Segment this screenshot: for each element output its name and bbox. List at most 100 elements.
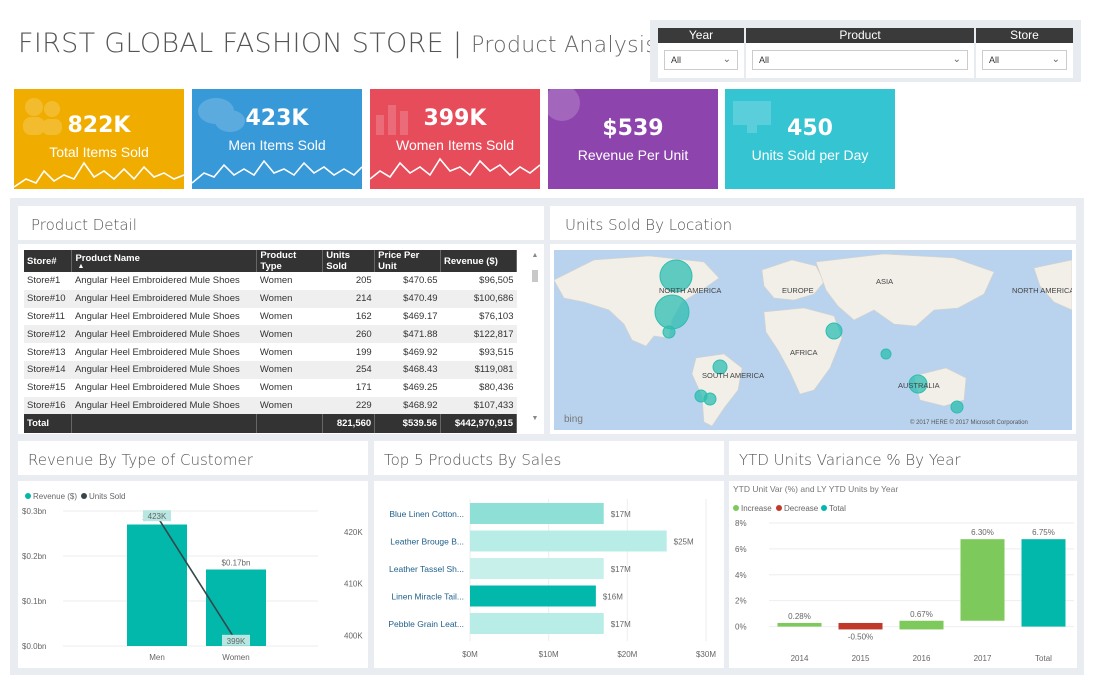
location-bubble[interactable] xyxy=(662,325,676,339)
location-bubble[interactable] xyxy=(825,322,843,340)
location-bubble[interactable] xyxy=(654,294,690,330)
waterfall-bar[interactable] xyxy=(838,622,883,630)
data-label: 6.30% xyxy=(971,528,994,537)
scroll-down-icon[interactable]: ▼ xyxy=(531,415,539,422)
column-header[interactable]: Units Sold xyxy=(322,250,376,272)
sort-ascending-icon: ▲ xyxy=(77,262,85,270)
location-bubble[interactable] xyxy=(880,348,892,360)
location-bubble[interactable] xyxy=(703,392,717,406)
data-label: $17M xyxy=(611,620,631,629)
column-header[interactable]: Product Name ▲ xyxy=(71,250,258,272)
scroll-up-icon[interactable]: ▲ xyxy=(531,252,539,259)
y-tick-label: $0.3bn xyxy=(22,507,46,516)
table-cell: $469.25 xyxy=(403,382,438,394)
waterfall-bar[interactable] xyxy=(960,539,1005,621)
bar-revenue[interactable] xyxy=(127,524,187,647)
waterfall-bar[interactable] xyxy=(777,622,822,627)
product-label[interactable]: Pebble Grain Leat... xyxy=(388,619,464,629)
map-credit: © 2017 HERE © 2017 Microsoft Corporation xyxy=(910,419,1028,426)
table-row[interactable]: Store#1 Angular Heel Embroidered Mule Sho… xyxy=(24,272,517,290)
product-bar[interactable] xyxy=(470,613,604,634)
y-tick-label: $0.2bn xyxy=(22,552,46,561)
table-cell: Angular Heel Embroidered Mule Shoes xyxy=(71,289,257,308)
table-row[interactable]: Store#15 Angular Heel Embroidered Mule Sh… xyxy=(24,379,517,397)
table-row[interactable]: Store#14 Angular Heel Embroidered Mule Sh… xyxy=(24,360,517,379)
table-row[interactable]: Store#16 Angular Heel Embroidered Mule Sh… xyxy=(24,396,517,415)
units-line xyxy=(156,515,237,642)
product-label[interactable]: Leather Tassel Sh... xyxy=(389,564,464,574)
map-header: Units Sold By Location xyxy=(550,206,1076,240)
product-bar[interactable] xyxy=(470,503,604,524)
kpi-label: Units Sold per Day xyxy=(751,147,869,163)
table-row[interactable]: Store#11 Angular Heel Embroidered Mule Sh… xyxy=(24,308,517,326)
table-cell: Angular Heel Embroidered Mule Shoes xyxy=(71,360,257,379)
ytd-chart[interactable]: YTD Unit Var (%) and LY YTD Units by Yea… xyxy=(729,481,1077,668)
location-bubble[interactable] xyxy=(950,400,964,414)
y2-tick-label: 420K xyxy=(344,528,363,537)
revenue-chart[interactable]: Revenue ($) Units Sold $0.0bn $0.1bn $0.2b… xyxy=(18,481,368,668)
year-dropdown[interactable]: All ⌄ xyxy=(664,50,738,70)
location-bubbles xyxy=(654,259,964,414)
kpi-men-items[interactable]: 423K Men Items Sold xyxy=(192,89,362,189)
data-label: $17M xyxy=(611,565,631,574)
revenue-chart-title: Revenue By Type of Customer xyxy=(28,451,253,469)
legend-units-label: Units Sold xyxy=(89,492,125,501)
product-label[interactable]: Blue Linen Cotton... xyxy=(389,509,464,519)
product-label[interactable]: Linen Miracle Tail... xyxy=(391,592,464,602)
waterfall-bar[interactable] xyxy=(1021,539,1066,627)
product-detail-table: Store# Product Name ▲ Product Type Units … xyxy=(24,250,517,434)
location-bubble[interactable] xyxy=(908,374,928,394)
kpi-value: 822K xyxy=(67,113,131,138)
table-row[interactable]: Store#13 Angular Heel Embroidered Mule Sh… xyxy=(24,343,517,361)
kpi-units-per-day[interactable]: 450 Units Sold per Day xyxy=(725,89,895,189)
product-bar[interactable] xyxy=(470,585,596,607)
table-row[interactable]: Store#12 Angular Heel Embroidered Mule Sh… xyxy=(24,325,517,344)
monitor-icon xyxy=(733,101,771,133)
title-main: FIRST GLOBAL FASHION STORE xyxy=(18,28,444,59)
column-header[interactable]: Revenue ($) xyxy=(440,250,517,272)
map-card: NORTH AMERICA EUROPE ASIA NORTH AMERICA … xyxy=(550,244,1076,434)
table-cell: $93,515 xyxy=(479,346,514,358)
table-row[interactable]: Store#10 Angular Heel Embroidered Mule Sh… xyxy=(24,289,517,308)
x-tick-label: Women xyxy=(222,653,249,662)
table-cell: Store#10 xyxy=(24,289,72,308)
kpi-value: 450 xyxy=(787,116,833,141)
x-tick-label: Men xyxy=(149,653,165,662)
product-dropdown[interactable]: All ⌄ xyxy=(752,50,968,70)
kpi-total-items[interactable]: 822K Total Items Sold xyxy=(14,89,184,189)
bar-revenue[interactable] xyxy=(206,569,266,647)
product-bar[interactable] xyxy=(470,558,604,579)
world-map[interactable]: NORTH AMERICA EUROPE ASIA NORTH AMERICA … xyxy=(554,250,1072,430)
top5-chart[interactable]: $0M $10M $20M $30M Blue Linen Cotton... $17M L… xyxy=(374,481,724,668)
waterfall-bar[interactable] xyxy=(899,620,944,630)
table-cell: Store#11 xyxy=(27,310,65,322)
x-tick-label: $10M xyxy=(539,650,559,659)
store-slicer-label: Store xyxy=(976,28,1073,43)
legend-increase-dot xyxy=(733,505,739,511)
column-header[interactable]: Product Type xyxy=(256,250,324,272)
table-scrollbar[interactable]: ▲ ▼ xyxy=(531,252,539,422)
table-cell: $471.88 xyxy=(374,325,441,344)
table-cell: $468.92 xyxy=(374,396,441,415)
data-label-bg xyxy=(222,634,250,646)
ytd-header: YTD Units Variance % By Year xyxy=(729,441,1077,475)
location-bubble[interactable] xyxy=(659,259,693,293)
map-label: NORTH AMERICA xyxy=(1012,286,1072,295)
product-bar[interactable] xyxy=(470,530,667,552)
y-tick-label: 4% xyxy=(735,571,747,580)
revenue-chart-header: Revenue By Type of Customer xyxy=(18,441,368,475)
legend-revenue-label: Revenue ($) xyxy=(33,492,77,501)
table-cell: Angular Heel Embroidered Mule Shoes xyxy=(74,310,240,322)
store-dropdown[interactable]: All ⌄ xyxy=(982,50,1067,70)
product-label[interactable]: Leather Brouge B... xyxy=(390,537,464,547)
column-header[interactable]: Store# xyxy=(24,250,73,272)
location-bubble[interactable] xyxy=(712,359,728,375)
data-label: $16M xyxy=(603,593,623,602)
total-units: 821,560 xyxy=(322,414,376,434)
scrollbar-thumb[interactable] xyxy=(532,270,538,282)
kpi-revenue-per-unit[interactable]: $539 Revenue Per Unit xyxy=(548,89,718,189)
column-header[interactable]: Price Per Unit xyxy=(374,250,442,272)
kpi-women-items[interactable]: 399K Women Items Sold xyxy=(370,89,540,189)
map-label: AUSTRALIA xyxy=(898,381,940,390)
table-total-row: Total 821,560 $539.56 $442,970,915 xyxy=(24,414,517,434)
